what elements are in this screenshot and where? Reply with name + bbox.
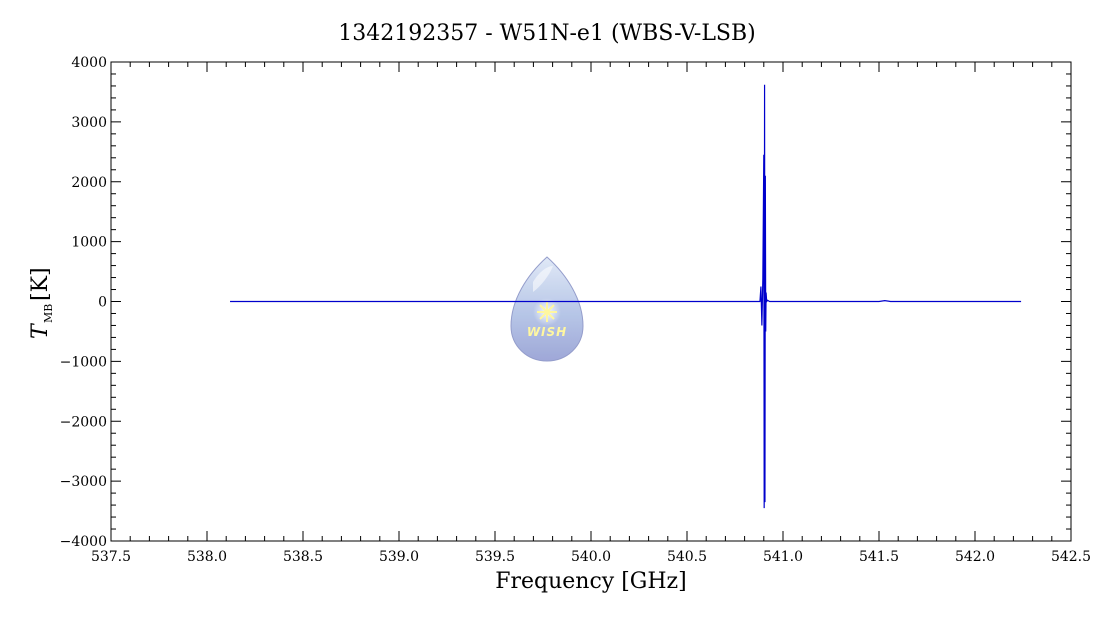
x-tick-label: 539.5 — [475, 549, 515, 565]
x-tick-label: 538.5 — [283, 549, 323, 565]
x-tick-label: 539.0 — [379, 549, 419, 565]
y-tick-label: 3000 — [71, 115, 107, 131]
star-icon — [537, 302, 557, 322]
x-tick-label: 540.5 — [667, 549, 707, 565]
x-tick-label: 541.0 — [763, 549, 803, 565]
y-tick-label: −4000 — [60, 534, 107, 550]
series-group — [230, 84, 1022, 509]
y-tick-label: 2000 — [71, 175, 107, 191]
y-tick-labels: −4000 −3000 −2000 −1000 0 1000 2000 3000 4000 — [60, 55, 107, 550]
y-axis-label: T MB [K] — [28, 267, 55, 339]
y-tick-label: 0 — [98, 295, 107, 311]
y-tick-label: −1000 — [60, 354, 107, 370]
x-tick-labels: 537.5 538.0 538.5 539.0 539.5 540.0 540.5 541.0… — [91, 549, 1091, 565]
y-tick-label: −3000 — [60, 474, 107, 490]
x-tick-label: 537.5 — [91, 549, 131, 565]
chart-title: 1342192357 - W51N-e1 (WBS-V-LSB) — [338, 21, 756, 46]
x-axis-label: Frequency [GHz] — [495, 569, 687, 594]
logo-text: WISH — [527, 325, 567, 339]
y-axis-label-unit: [K] — [28, 267, 53, 301]
y-tick-label: 4000 — [71, 55, 107, 71]
x-tick-label: 542.0 — [955, 549, 995, 565]
axis-ticks — [110, 61, 1072, 542]
x-tick-label: 542.5 — [1051, 549, 1091, 565]
y-axis-label-sub: MB — [42, 304, 55, 323]
spectrum-series-line — [230, 84, 1022, 509]
x-tick-label: 538.0 — [187, 549, 227, 565]
x-tick-label: 541.5 — [859, 549, 899, 565]
wish-logo: WISH — [510, 256, 584, 362]
y-tick-label: 1000 — [71, 235, 107, 251]
x-tick-label: 540.0 — [571, 549, 611, 565]
y-axis-label-main: T — [28, 322, 53, 339]
y-tick-label: −2000 — [60, 414, 107, 430]
